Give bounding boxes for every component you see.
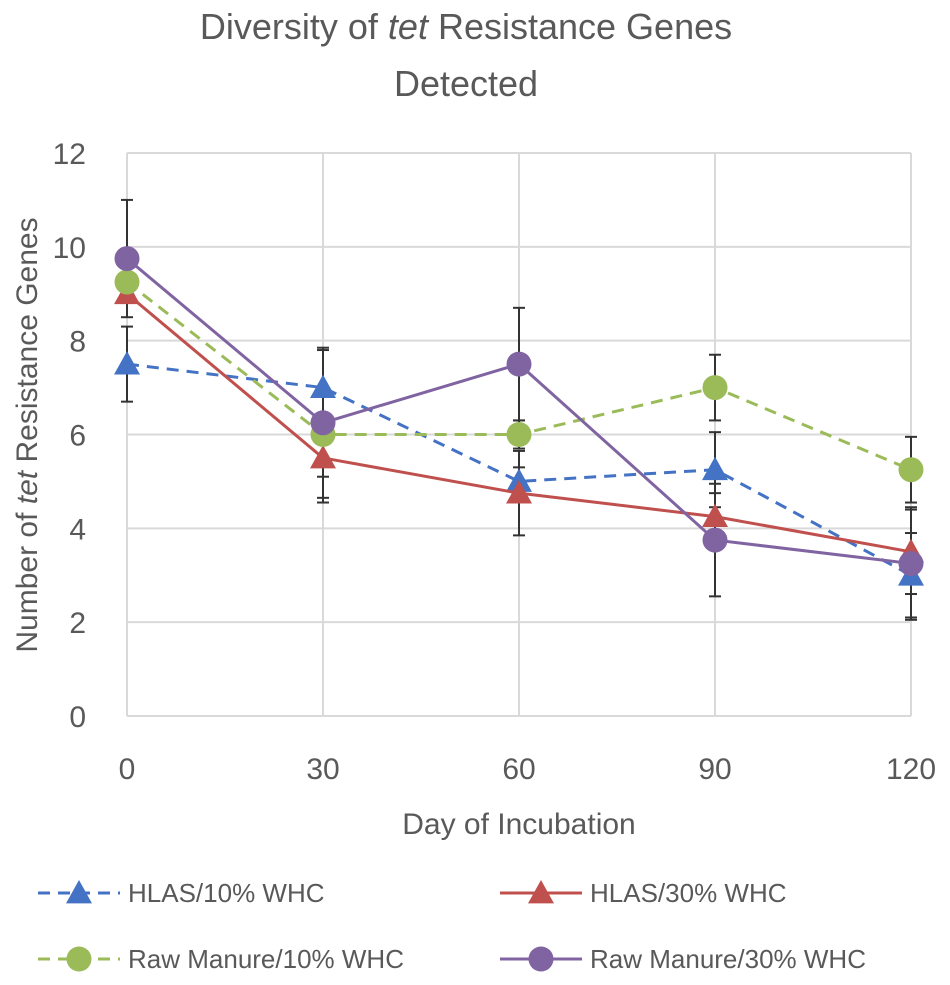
data-point [506, 468, 532, 492]
series-raw-manure-30-whc [114, 246, 924, 577]
y-tick-label: 2 [69, 607, 86, 640]
y-tick-label: 6 [69, 420, 86, 453]
data-point [506, 480, 532, 504]
x-tick-label: 120 [886, 753, 936, 786]
legend-marker [528, 880, 554, 904]
x-axis-ticks: 0 30 60 90 120 [119, 753, 936, 786]
data-point [114, 269, 140, 295]
legend-item-raw-manure-30-whc: Raw Manure/30% WHC [500, 944, 866, 974]
chart-title-line-1: Diversity of tet Resistance Genes [200, 6, 732, 47]
data-point [702, 527, 728, 553]
legend-label: HLAS/10% WHC [128, 878, 325, 908]
data-point [898, 457, 924, 483]
x-tick-label: 0 [119, 753, 136, 786]
y-axis-ticks: 0 2 4 6 8 10 12 [53, 138, 86, 734]
data-point [702, 456, 728, 481]
chart-title-line-2: Detected [394, 63, 538, 104]
x-tick-label: 90 [698, 753, 731, 786]
data-point [114, 246, 140, 272]
y-tick-label: 8 [69, 326, 86, 359]
legend-label: Raw Manure/10% WHC [128, 944, 404, 974]
data-point [898, 551, 924, 577]
data-point [310, 444, 336, 469]
data-point [702, 375, 728, 401]
data-point [114, 351, 140, 375]
legend-label: Raw Manure/30% WHC [590, 944, 866, 974]
y-tick-label: 0 [69, 701, 86, 734]
data-point [506, 351, 532, 377]
legend-marker [528, 946, 554, 972]
data-point [702, 503, 728, 528]
y-tick-label: 10 [53, 232, 86, 265]
series-hlas-10-whc [114, 351, 924, 586]
y-axis-title: Number of tet Resistance Genes [11, 217, 44, 652]
data-point [310, 410, 336, 436]
x-tick-label: 30 [306, 753, 339, 786]
y-tick-label: 4 [69, 513, 86, 546]
legend-item-raw-manure-10-whc: Raw Manure/10% WHC [38, 944, 404, 974]
chart-title: Diversity of tet Resistance Genes Detect… [200, 6, 732, 104]
legend-label: HLAS/30% WHC [590, 878, 787, 908]
series-layer [114, 198, 924, 621]
data-point [506, 422, 532, 447]
legend-item-hlas-10-whc: HLAS/10% WHC [38, 878, 325, 908]
legend: HLAS/10% WHC HLAS/30% WHC Raw Manure/10% W… [38, 878, 866, 974]
legend-marker [66, 880, 92, 904]
series-line [126, 362, 912, 577]
legend-item-hlas-30-whc: HLAS/30% WHC [500, 878, 787, 908]
data-point [310, 374, 336, 398]
series-raw-manure-10-whc [114, 269, 924, 483]
x-axis-title: Day of Incubation [402, 808, 635, 841]
x-tick-label: 60 [502, 753, 535, 786]
legend-marker [66, 946, 92, 972]
y-tick-label: 12 [53, 138, 86, 171]
